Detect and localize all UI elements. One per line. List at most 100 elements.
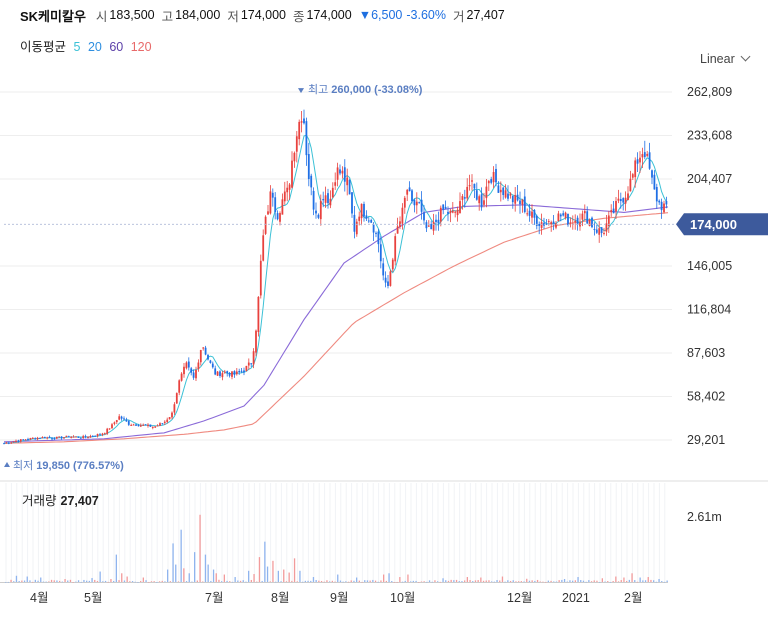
candle-body — [317, 214, 320, 218]
candle-body — [504, 190, 507, 198]
volume-bar — [264, 541, 266, 582]
candle-body — [271, 192, 274, 198]
candle-body — [154, 426, 157, 428]
volume-bar — [72, 581, 74, 583]
ma-60-label[interactable]: 60 — [109, 40, 124, 54]
volume-bar — [15, 575, 18, 582]
candle-body — [231, 371, 233, 377]
volume-bar — [380, 580, 382, 582]
volume-bar — [593, 580, 595, 582]
volume-bar — [599, 581, 601, 583]
moving-average-legend[interactable]: 이동평균 5 20 60 120 — [20, 36, 156, 55]
candle-body — [372, 224, 375, 233]
candle-body — [598, 228, 601, 235]
candle-body — [264, 216, 267, 234]
volume-bar — [423, 581, 425, 582]
candle-body — [120, 416, 123, 419]
volume-bar — [188, 573, 190, 582]
candle-body — [147, 424, 149, 426]
candle-body — [125, 419, 128, 422]
candle-body — [658, 200, 661, 203]
ma-5-label[interactable]: 5 — [73, 40, 81, 54]
volume-bar — [67, 580, 69, 582]
volume-bar — [199, 514, 201, 582]
volume-bar — [96, 580, 99, 582]
candle-body — [595, 229, 598, 233]
candle-body — [17, 440, 20, 442]
volume-bar — [239, 580, 242, 582]
candle-body — [636, 159, 639, 164]
candle-body — [627, 193, 629, 201]
volume-bar — [661, 581, 663, 582]
candle-body — [336, 167, 339, 180]
ma-20-label[interactable]: 20 — [87, 40, 102, 54]
high-value: 184,000 — [175, 8, 221, 22]
candle-body — [365, 215, 368, 219]
volume-bar — [566, 581, 568, 583]
volume-bar — [644, 580, 647, 582]
candle-body — [123, 418, 125, 420]
volume-bar — [53, 580, 55, 582]
volume-bar — [26, 576, 28, 582]
volume-bar — [485, 580, 487, 582]
volume-bar — [464, 580, 466, 582]
ma-120-label[interactable]: 120 — [130, 40, 152, 54]
candle-body — [175, 393, 178, 404]
candle-body — [617, 198, 620, 201]
price-tick-label: 58,402 — [687, 390, 725, 404]
candle-body — [279, 213, 281, 222]
volume-bar — [393, 581, 396, 583]
volume-bar — [185, 581, 188, 582]
candle-body — [442, 204, 445, 210]
candle-body — [180, 373, 183, 381]
candle-body — [36, 437, 39, 440]
volume-bar — [458, 581, 460, 582]
candle-body — [286, 187, 289, 193]
volume-bar — [655, 581, 657, 583]
volume-bar — [212, 569, 215, 582]
candle-body — [267, 211, 269, 215]
candle-body — [355, 221, 358, 235]
candle-body — [615, 201, 617, 212]
volume-bar — [32, 581, 34, 583]
candle-body — [348, 179, 351, 195]
volume-bar — [426, 581, 428, 583]
candle-body — [622, 198, 625, 203]
volume-bar — [323, 581, 325, 583]
volume-label: 거 — [452, 9, 465, 24]
date-tick-label: 10월 — [390, 591, 415, 605]
volume-bar — [366, 580, 369, 582]
candle-body — [3, 443, 5, 445]
scale-selector[interactable]: Linear — [700, 51, 751, 66]
candle-body — [588, 220, 591, 226]
candle-body — [118, 416, 121, 420]
ma-60-line — [3, 204, 669, 443]
candle-body — [322, 198, 325, 201]
volume-bar — [77, 580, 80, 582]
candle-body — [619, 198, 622, 202]
change-percent: -3.60% — [406, 8, 446, 22]
candle-body — [255, 330, 257, 353]
volume-bar — [369, 580, 371, 582]
candle-body — [195, 369, 197, 379]
candle-body — [48, 436, 51, 438]
volume-bar — [10, 579, 12, 582]
candle-body — [142, 424, 145, 426]
volume-bar — [61, 581, 63, 583]
volume-bar — [123, 580, 126, 582]
volume-bar — [628, 579, 630, 582]
volume-bar — [577, 577, 579, 582]
candle-body — [487, 180, 490, 184]
volume-bar — [342, 581, 344, 583]
candle-body — [641, 154, 644, 158]
volume-bar — [275, 581, 277, 583]
candle-body — [5, 442, 8, 444]
candle-body — [507, 193, 509, 199]
candle-body — [427, 225, 430, 227]
volume-bar — [499, 580, 501, 582]
volume-bar — [215, 573, 217, 582]
candle-body — [319, 200, 322, 220]
volume-bar — [407, 574, 409, 582]
candle-body — [586, 211, 589, 224]
